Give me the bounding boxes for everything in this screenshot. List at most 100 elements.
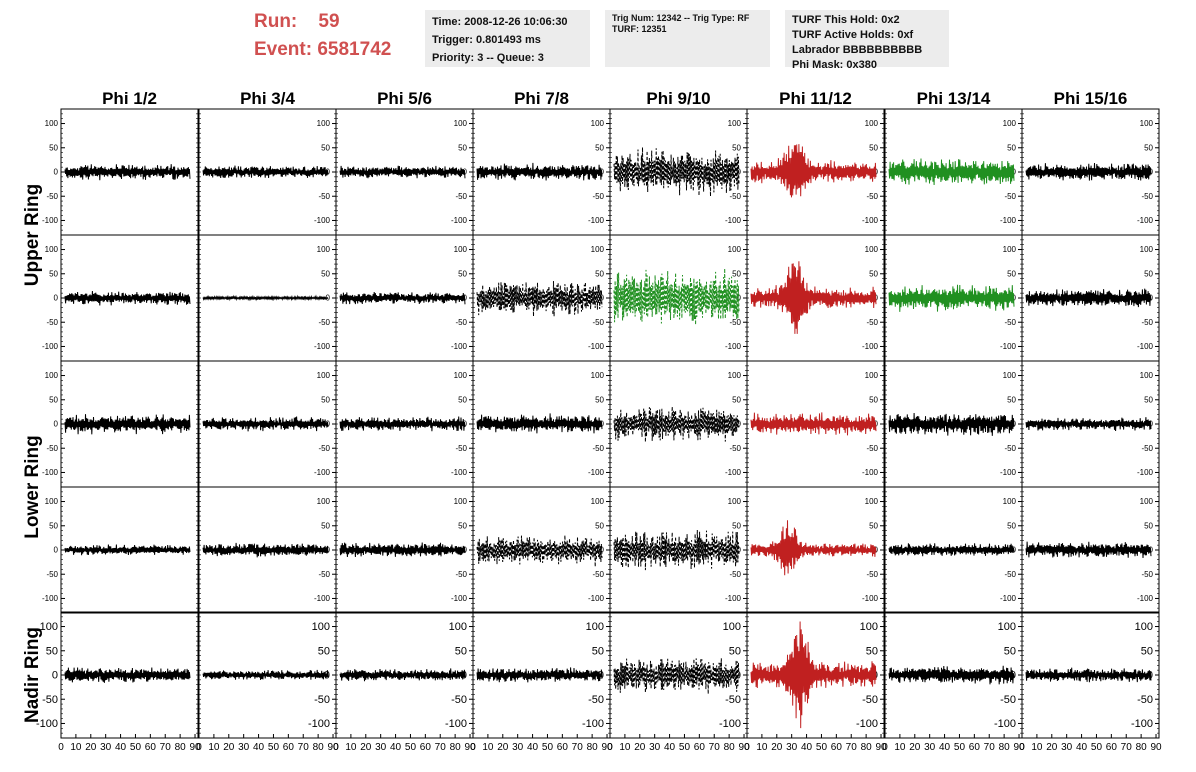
ytick-label: -100: [588, 216, 605, 225]
xtick-label: 60: [831, 742, 843, 753]
xtick-label: 10: [1031, 742, 1043, 753]
ytick-label: -100: [588, 594, 605, 603]
xtick-label: 50: [1091, 742, 1103, 753]
waveform-line: [339, 416, 466, 432]
ytick-label: 50: [866, 645, 878, 657]
ytick-label: -100: [1137, 468, 1154, 477]
ytick-label: 100: [865, 497, 879, 506]
ytick-label: 100: [728, 371, 742, 380]
xtick-label: 70: [846, 742, 858, 753]
xtick-label: 90: [875, 742, 887, 753]
ytick-label: 50: [592, 645, 604, 657]
ytick-label: 50: [869, 521, 878, 530]
ytick-label: 0: [54, 546, 59, 555]
waveform-line: [613, 268, 740, 325]
ytick-label: 100: [728, 245, 742, 254]
ytick-label: -100: [856, 718, 878, 730]
xtick-label: 60: [420, 742, 432, 753]
xtick-label: 60: [694, 742, 706, 753]
xtick-label: 70: [984, 742, 996, 753]
ytick-label: -50: [592, 318, 604, 327]
ytick-label: -50: [46, 192, 58, 201]
turf-info-box: TURF This Hold: 0x2 TURF Active Holds: 0…: [785, 10, 949, 71]
xtick-label: 50: [816, 742, 828, 753]
ytick-label: -50: [729, 444, 741, 453]
xtick-label: 0: [470, 742, 476, 753]
ytick-label: 0: [737, 294, 742, 303]
ytick-label: -50: [862, 694, 878, 706]
ytick-label: -50: [1141, 318, 1153, 327]
ytick-label: -50: [1004, 570, 1016, 579]
ytick-label: 50: [46, 645, 58, 657]
ytick-label: 50: [1007, 143, 1016, 152]
ytick-label: -50: [1137, 694, 1153, 706]
ytick-label: -100: [725, 216, 742, 225]
ytick-label: 0: [737, 546, 742, 555]
phi-mask-line: Phi Mask: 0x380: [792, 59, 877, 71]
ytick-label: -100: [314, 342, 331, 351]
ytick-label: 100: [454, 371, 468, 380]
xtick-label: 0: [58, 742, 64, 753]
row-group-label-2: Nadir Ring: [22, 627, 43, 723]
xtick-label: 20: [771, 742, 783, 753]
ytick-label: 50: [458, 395, 467, 404]
ytick-label: 50: [732, 395, 741, 404]
ytick-label: -50: [592, 570, 604, 579]
xtick-label: 70: [160, 742, 172, 753]
waveform-line: [202, 416, 329, 432]
ytick-label: -100: [588, 342, 605, 351]
ytick-label: -50: [1004, 444, 1016, 453]
xtick-label: 70: [572, 742, 584, 753]
labrador-line: Labrador BBBBBBBBBB: [792, 44, 923, 56]
ytick-label: 50: [869, 269, 878, 278]
ytick-label: 50: [732, 521, 741, 530]
ytick-label: -50: [725, 694, 741, 706]
ytick-label: -50: [318, 318, 330, 327]
run-label: Run:: [254, 11, 298, 32]
column-header-7: Phi 15/16: [1054, 89, 1128, 108]
ytick-label: 100: [1140, 497, 1154, 506]
ytick-label: -100: [725, 342, 742, 351]
waveform-line: [64, 290, 191, 306]
ytick-label: 50: [732, 269, 741, 278]
ytick-label: 100: [591, 245, 605, 254]
ytick-label: -50: [1004, 192, 1016, 201]
ytick-label: -100: [1000, 468, 1017, 477]
xtick-label: 10: [70, 742, 82, 753]
panel-r3-c0: -100 -50 0 50 100: [42, 486, 199, 614]
column-header-6: Phi 13/14: [917, 89, 991, 108]
ytick-label: 50: [49, 521, 58, 530]
ytick-label: 100: [1140, 371, 1154, 380]
ytick-label: -100: [36, 718, 58, 730]
xtick-label: 30: [238, 742, 250, 753]
waveform-line: [339, 165, 466, 179]
ytick-label: -100: [1137, 594, 1154, 603]
ytick-label: 50: [1141, 645, 1153, 657]
ytick-label: 50: [458, 521, 467, 530]
ytick-label: 0: [600, 546, 605, 555]
xtick-label: 0: [607, 742, 613, 753]
ytick-label: 100: [454, 497, 468, 506]
xtick-label: 70: [709, 742, 721, 753]
waveform-line: [64, 414, 191, 435]
ytick-label: 100: [865, 119, 879, 128]
ytick-label: -100: [445, 718, 467, 730]
ytick-label: -50: [1004, 318, 1016, 327]
ytick-label: -100: [451, 342, 468, 351]
ytick-label: -100: [588, 468, 605, 477]
ytick-label: 100: [40, 621, 58, 633]
ytick-label: 100: [312, 621, 330, 633]
xtick-label: 50: [542, 742, 554, 753]
run-value: 59: [318, 11, 340, 32]
ytick-label: -50: [588, 694, 604, 706]
